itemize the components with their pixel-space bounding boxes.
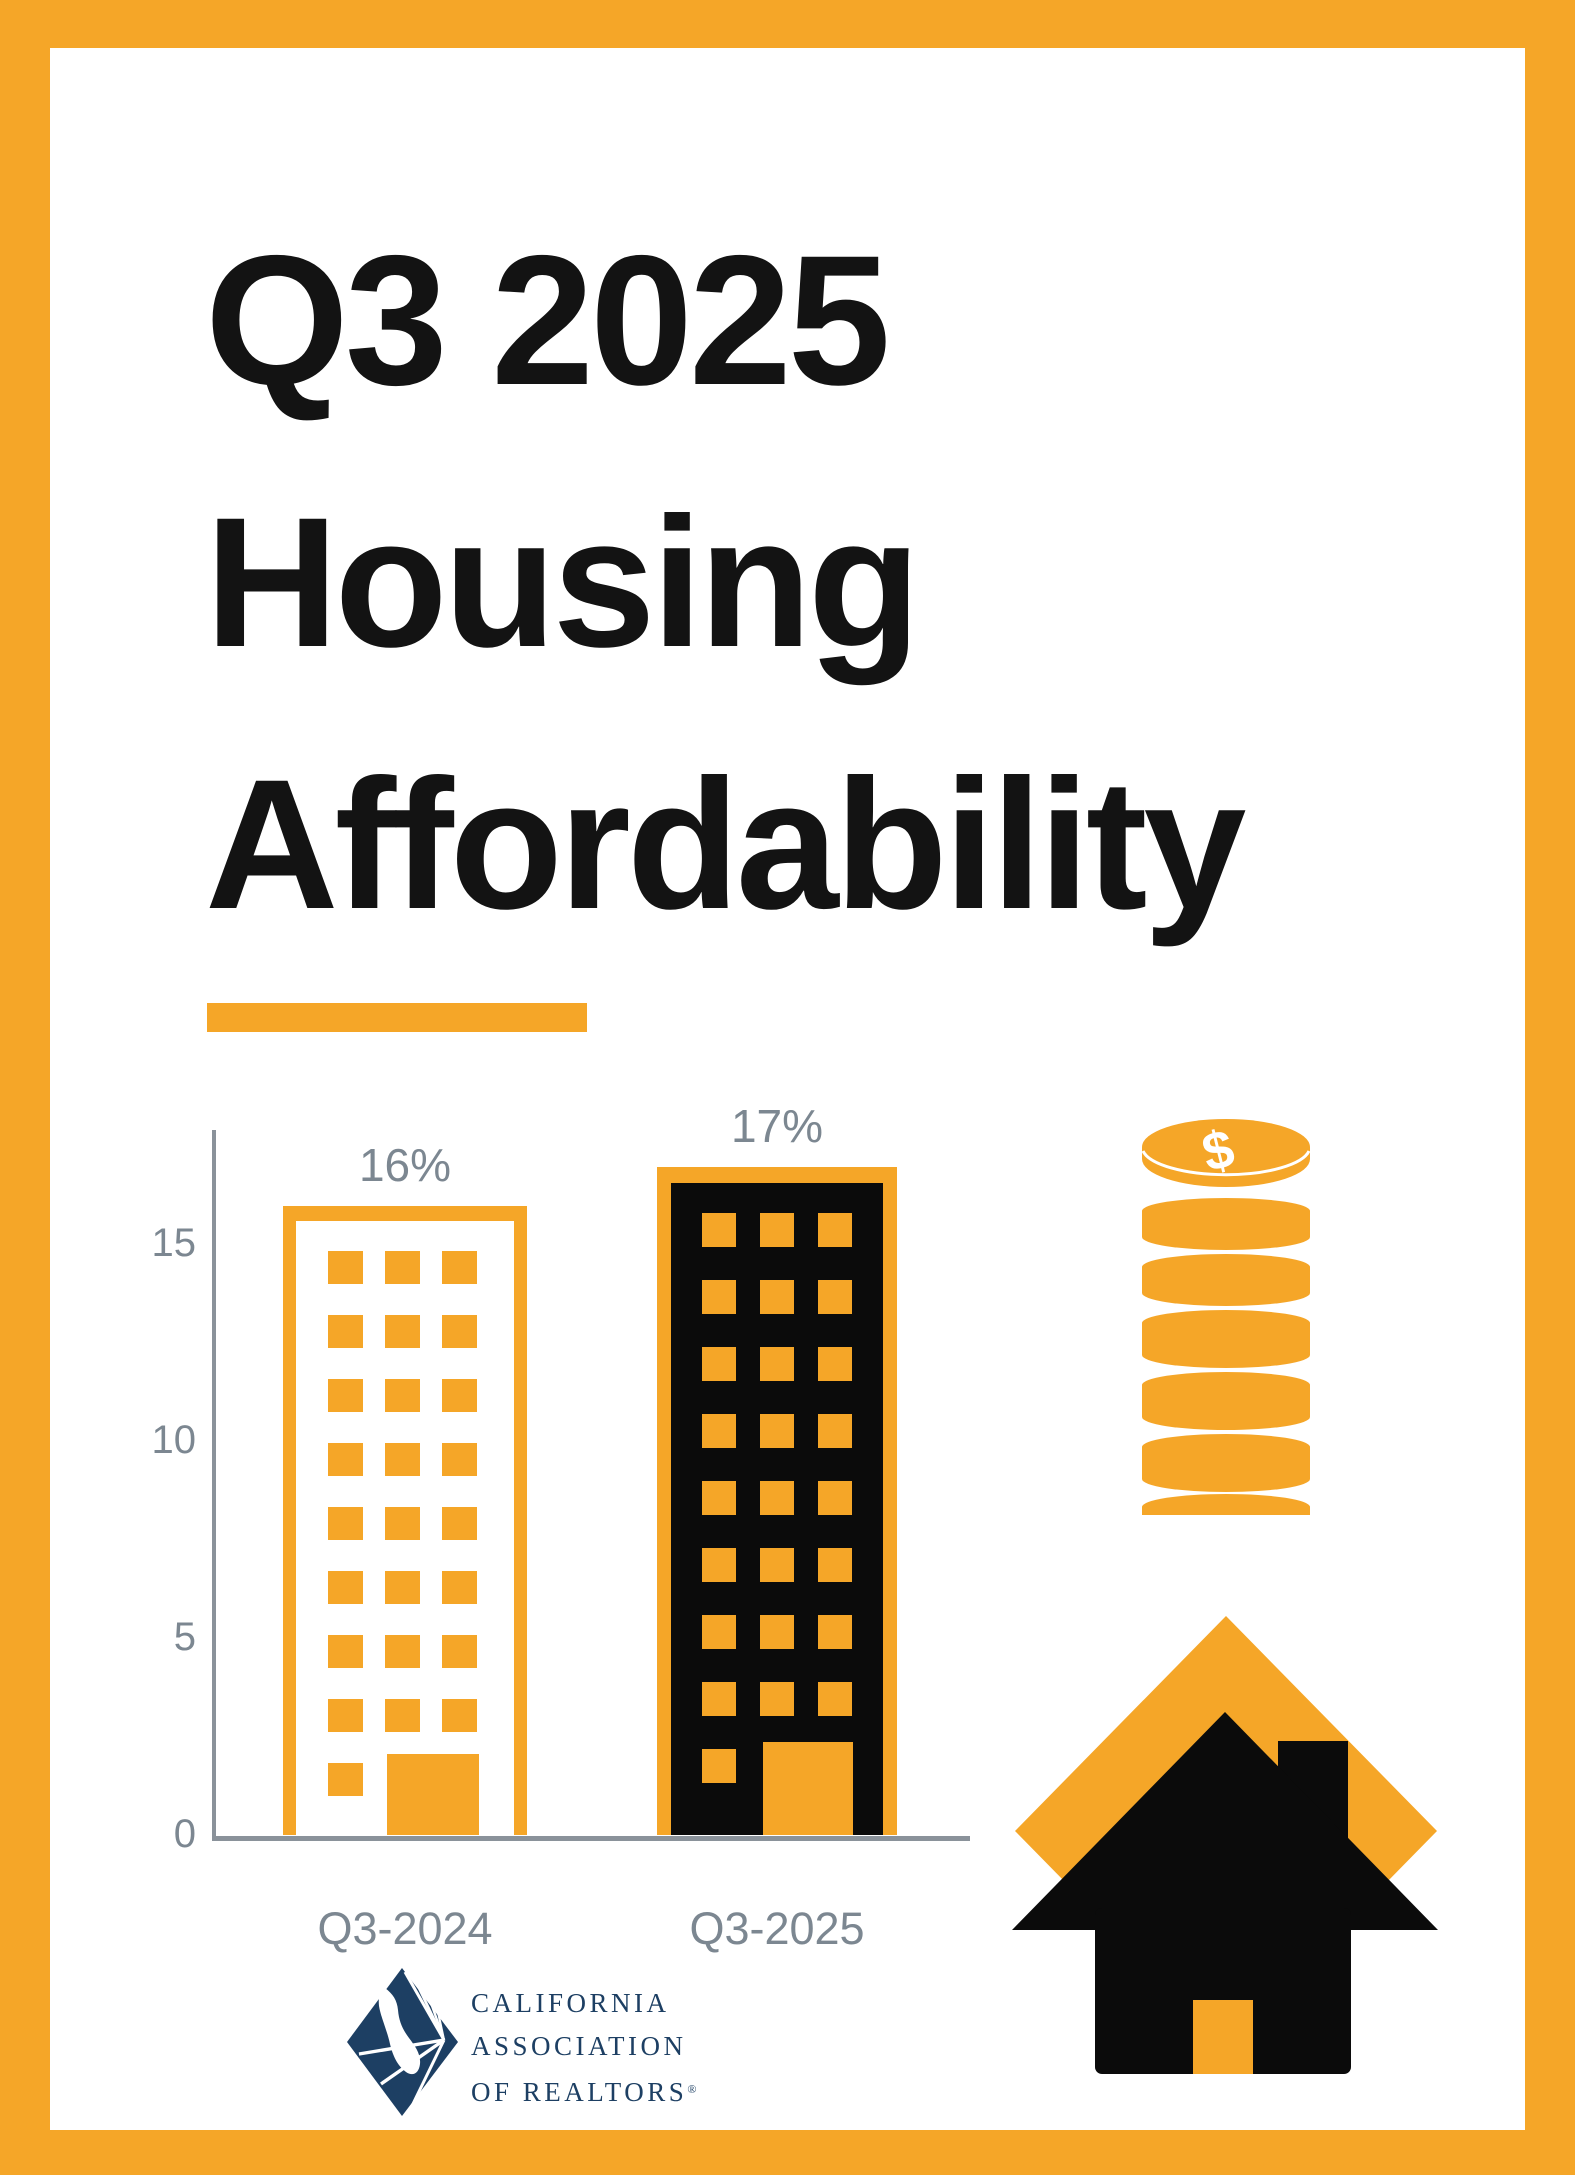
car-logo-mark — [347, 1968, 458, 2116]
house-icon — [1012, 1616, 1438, 2074]
page-title: Q3 2025 Housing Affordability — [205, 190, 1535, 976]
bar-value-label-q3-2025: 17% — [730, 1100, 824, 1152]
x-axis-label-q3-2025: Q3-2025 — [689, 1903, 865, 1954]
title-underline-accent — [207, 1003, 587, 1032]
bar-chart: 15 10 5 0 16% — [150, 1100, 1030, 1968]
title-line-1: Q3 2025 — [205, 218, 891, 424]
building-bar-icon — [657, 1167, 897, 1835]
title-line-3: Affordability — [205, 742, 1246, 948]
y-axis-line — [212, 1130, 216, 1838]
title-line-2: Housing — [205, 480, 921, 686]
x-axis-label-q3-2024: Q3-2024 — [317, 1903, 493, 1954]
y-tick-0: 0 — [173, 1812, 196, 1856]
logo-line-3: OF REALTORS® — [471, 2077, 697, 2107]
building-bar-icon — [283, 1206, 527, 1835]
bar-q3-2025: 17% — [657, 1099, 897, 1835]
content-area: Q3 2025 Housing Affordability 15 10 5 0 … — [50, 48, 1525, 2130]
registered-mark: ® — [687, 2082, 697, 2096]
car-logo-text: CALIFORNIA ASSOCIATION OF REALTORS® — [471, 1982, 696, 2114]
logo-line-1: CALIFORNIA — [471, 1988, 670, 2018]
y-tick-5: 5 — [173, 1615, 196, 1659]
logo-line-2: ASSOCIATION — [471, 2031, 687, 2061]
coin-stack-icon: $ — [1141, 1118, 1311, 1515]
x-axis-line — [212, 1836, 970, 1841]
y-tick-10: 10 — [151, 1418, 197, 1462]
bar-value-label-q3-2024: 16% — [358, 1139, 452, 1191]
y-tick-15: 15 — [151, 1221, 197, 1265]
bar-q3-2024: 16% — [283, 1138, 527, 1835]
